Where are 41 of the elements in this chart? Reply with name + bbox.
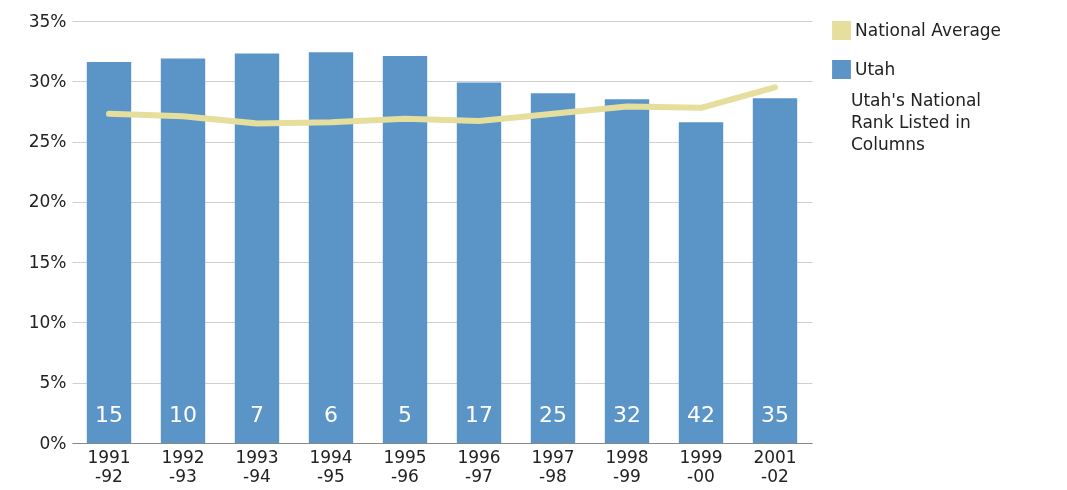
x-tick-label: 1997-98 [531,446,575,486]
annotation: 35 [761,402,789,427]
x-tick-label: 1999-00 [679,446,723,486]
x-tick-label: 1992-93 [161,446,205,486]
y-tick-label: 10% [28,311,67,332]
legend-label: Utah [855,58,896,79]
bar [382,55,428,443]
bar [86,61,132,443]
y-tick-label: 25% [28,131,67,152]
bar [234,53,280,443]
annotation: 42 [687,402,715,427]
bar [456,82,502,443]
bar [308,52,354,443]
y-tick-label: 30% [28,70,67,91]
x-tick-label: 1998-99 [605,446,649,486]
y-tick-label: 20% [28,191,67,212]
annotation: 5 [398,402,412,427]
text: Utah's National Rank Listed in Columns [851,90,982,154]
annotation: 6 [324,402,338,427]
x-tick-label: 1995-96 [383,446,427,486]
x-tick-label: 2001-02 [753,446,797,486]
x-tick-label: 1996-97 [457,446,501,486]
x-tick-label: 1993-94 [235,446,279,486]
bar [752,98,798,443]
annotation: 10 [169,402,197,427]
y-tick-label: 0% [39,432,67,453]
legend-label: National Average [855,19,1002,40]
bar [678,122,724,443]
bar [530,93,576,443]
annotation: 25 [539,402,567,427]
x-tick-label: 1994-95 [309,446,353,486]
bar [604,99,650,443]
x-tick-label: 1991-92 [87,446,131,486]
annotation: 32 [613,402,641,427]
y-tick-label: 5% [39,372,67,393]
annotation: 15 [95,402,123,427]
annotation: 17 [465,402,493,427]
annotation: 7 [250,402,264,427]
bar [160,58,206,443]
y-tick-label: 35% [28,10,67,31]
y-tick-label: 15% [28,251,67,272]
